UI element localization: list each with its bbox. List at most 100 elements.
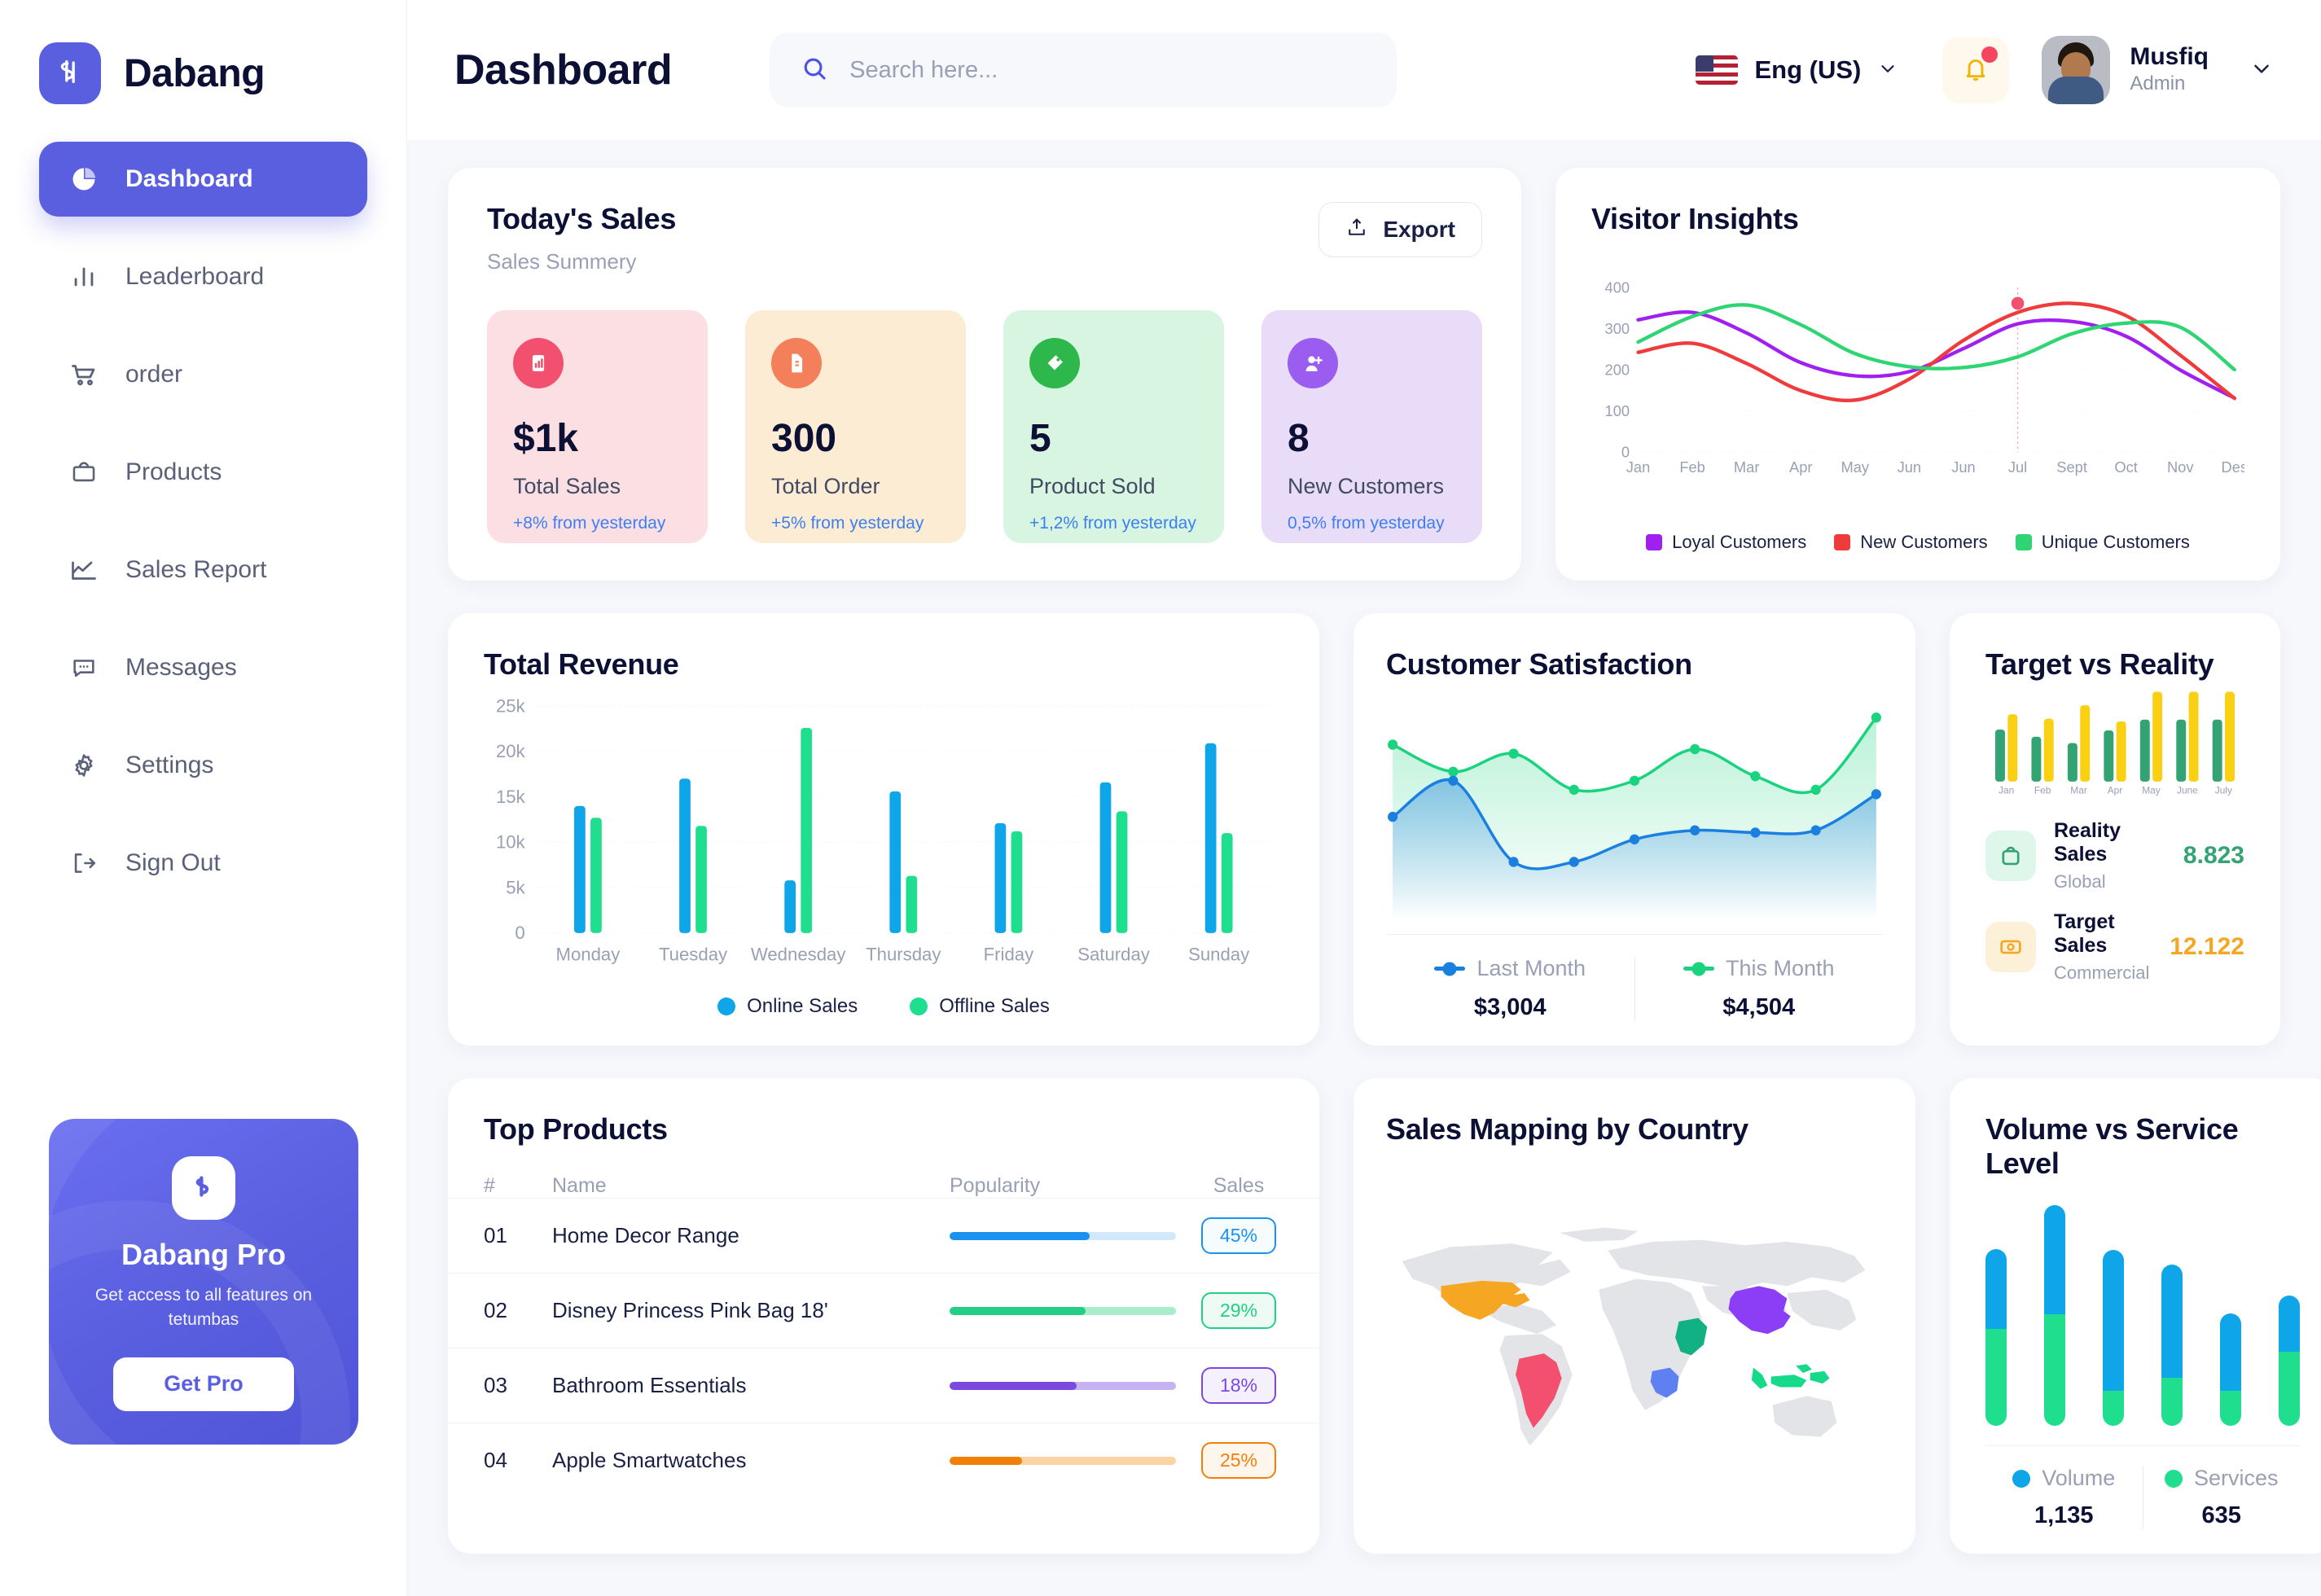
brand: Dabang [0, 0, 406, 104]
stacked-bar [2279, 1296, 2300, 1427]
svg-text:Jan: Jan [1626, 458, 1651, 476]
notification-badge [1981, 46, 1999, 63]
main-area: Dashboard Search here... Eng (US) [407, 0, 2321, 1596]
svg-text:Apr: Apr [2108, 785, 2123, 796]
sales-map-title: Sales Mapping by Country [1386, 1112, 1748, 1146]
total-revenue-title: Total Revenue [484, 647, 679, 681]
legend-swatch [2012, 1469, 2031, 1488]
svg-text:100: 100 [1605, 402, 1630, 419]
visitor-insights-card: Visitor Insights 0 100 200 300 400 Jan Feb Mar A… [1555, 168, 2280, 581]
svg-text:20k: 20k [496, 741, 526, 761]
map-region-china[interactable] [1728, 1286, 1791, 1335]
stacked-bar [2220, 1313, 2241, 1427]
legend-label: Loyal Customers [1672, 532, 1807, 552]
stat-delta: +8% from yesterday [513, 514, 666, 533]
row-sales: 25% [1194, 1442, 1283, 1479]
svg-text:0: 0 [1621, 444, 1630, 461]
sidebar-item-label: Products [125, 458, 222, 485]
row-name: Disney Princess Pink Bag 18' [552, 1298, 828, 1322]
sidebar-item-label: order [125, 361, 183, 388]
row-sales: 29% [1194, 1292, 1283, 1329]
legend-label-row: This Month [1635, 956, 1884, 981]
legend-item: Unique Customers [2015, 532, 2190, 553]
svg-text:Sept: Sept [2056, 458, 2087, 476]
sales-badge: 29% [1201, 1292, 1276, 1329]
popularity-bar [950, 1381, 1176, 1390]
todays-sales-title: Today's Sales [487, 202, 677, 235]
map-region-brazil[interactable] [1516, 1353, 1562, 1428]
sidebar-item-dashboard[interactable]: Dashboard [39, 142, 367, 217]
bar-segment-volume [2220, 1313, 2241, 1391]
row-2: Total Revenue 0 5k 10k 15k 20k 25k Monday Tuesd… [448, 613, 2280, 1046]
bar-chart-icon [67, 260, 101, 294]
map-region-saudi-arabia[interactable] [1675, 1318, 1708, 1356]
notifications-button[interactable] [1942, 37, 2010, 103]
sidebar-item-products[interactable]: Products [39, 435, 367, 510]
popularity-bar-fill [950, 1381, 1077, 1390]
visitor-insights-title: Visitor Insights [1591, 202, 1799, 235]
table-row[interactable]: 01 Home Decor Range 45% [448, 1198, 1319, 1273]
map-region-united-states[interactable] [1441, 1280, 1530, 1320]
legend-label: Online Sales [747, 995, 858, 1017]
summary-item: Reality Sales Global 8.823 [1985, 819, 2244, 892]
brand-logo [39, 42, 101, 104]
bar-segment-volume [2103, 1250, 2124, 1391]
row-3: Top Products # Name Popularity Sales 01 … [448, 1078, 2321, 1554]
legend-item: Volume 1,135 [1985, 1466, 2143, 1529]
sidebar-item-label: Dashboard [125, 165, 253, 192]
sidebar-item-settings[interactable]: Settings [39, 728, 367, 803]
user-name: Musfiq [2130, 42, 2209, 70]
legend-label: This Month [1725, 956, 1835, 980]
legend-item: Loyal Customers [1646, 532, 1806, 553]
map-region-dr-congo[interactable] [1650, 1367, 1679, 1398]
bag-icon [67, 455, 101, 489]
svg-text:Friday: Friday [984, 945, 1034, 965]
table-row[interactable]: 04 Apple Smartwatches 25% [448, 1423, 1319, 1497]
search-input[interactable]: Search here... [770, 33, 1397, 107]
summary-value: 12.122 [2170, 932, 2244, 960]
popularity-bar-fill [950, 1456, 1022, 1465]
total-revenue-card: Total Revenue 0 5k 10k 15k 20k 25k Monday Tuesd… [448, 613, 1319, 1046]
dollar-swap-icon [186, 1169, 221, 1208]
sidebar-item-order[interactable]: order [39, 337, 367, 412]
summary-sub: Global [2054, 870, 2106, 892]
stacked-bar [1985, 1248, 2007, 1427]
top-products-card: Top Products # Name Popularity Sales 01 … [448, 1078, 1319, 1554]
bar-segment-services [2044, 1314, 2065, 1427]
language-selector[interactable]: Eng (US) [1696, 55, 1898, 85]
svg-text:10k: 10k [496, 832, 526, 853]
svg-text:Des: Des [2222, 458, 2244, 476]
summary-name: Reality Sales [2054, 818, 2121, 866]
svg-text:300: 300 [1605, 320, 1630, 337]
legend-swatch [2015, 534, 2032, 550]
get-pro-button[interactable]: Get Pro [113, 1357, 294, 1411]
sales-badge: 18% [1201, 1367, 1276, 1404]
export-button[interactable]: Export [1318, 202, 1482, 257]
svg-text:Jun: Jun [1898, 458, 1922, 476]
summary-item: Target Sales Commercial 12.122 [1985, 910, 2244, 984]
search-icon [801, 55, 828, 86]
top-products-header: # Name Popularity Sales [448, 1174, 1319, 1198]
topbar: Dashboard Search here... Eng (US) [407, 0, 2321, 140]
legend-item: Offline Sales [910, 995, 1050, 1018]
sidebar-item-sign-out[interactable]: Sign Out [39, 826, 367, 901]
row-index: 02 [484, 1298, 507, 1322]
sidebar-item-leaderboard[interactable]: Leaderboard [39, 239, 367, 314]
volume-service-card: Volume vs Service Level [1950, 1078, 2321, 1554]
table-row[interactable]: 03 Bathroom Essentials 18% [448, 1348, 1319, 1423]
sidebar-item-messages[interactable]: Messages [39, 630, 367, 705]
stacked-bar [2044, 1205, 2065, 1427]
total-revenue-legend: Online Sales Offline Sales [484, 995, 1283, 1018]
legend-label: Unique Customers [2041, 532, 2190, 552]
svg-text:0: 0 [515, 923, 524, 943]
table-row[interactable]: 02 Disney Princess Pink Bag 18' 29% [448, 1273, 1319, 1348]
stat-value: 300 [771, 417, 837, 460]
row-popularity [950, 1231, 1194, 1240]
user-menu[interactable]: Musfiq Admin [2042, 36, 2274, 104]
svg-text:5k: 5k [506, 877, 525, 897]
bar-segment-volume [2161, 1264, 2183, 1379]
map-region-indonesia[interactable] [1751, 1364, 1830, 1389]
top-products-title: Top Products [484, 1112, 668, 1146]
sidebar-item-sales-report[interactable]: Sales Report [39, 533, 367, 607]
language-label: Eng (US) [1754, 55, 1862, 84]
